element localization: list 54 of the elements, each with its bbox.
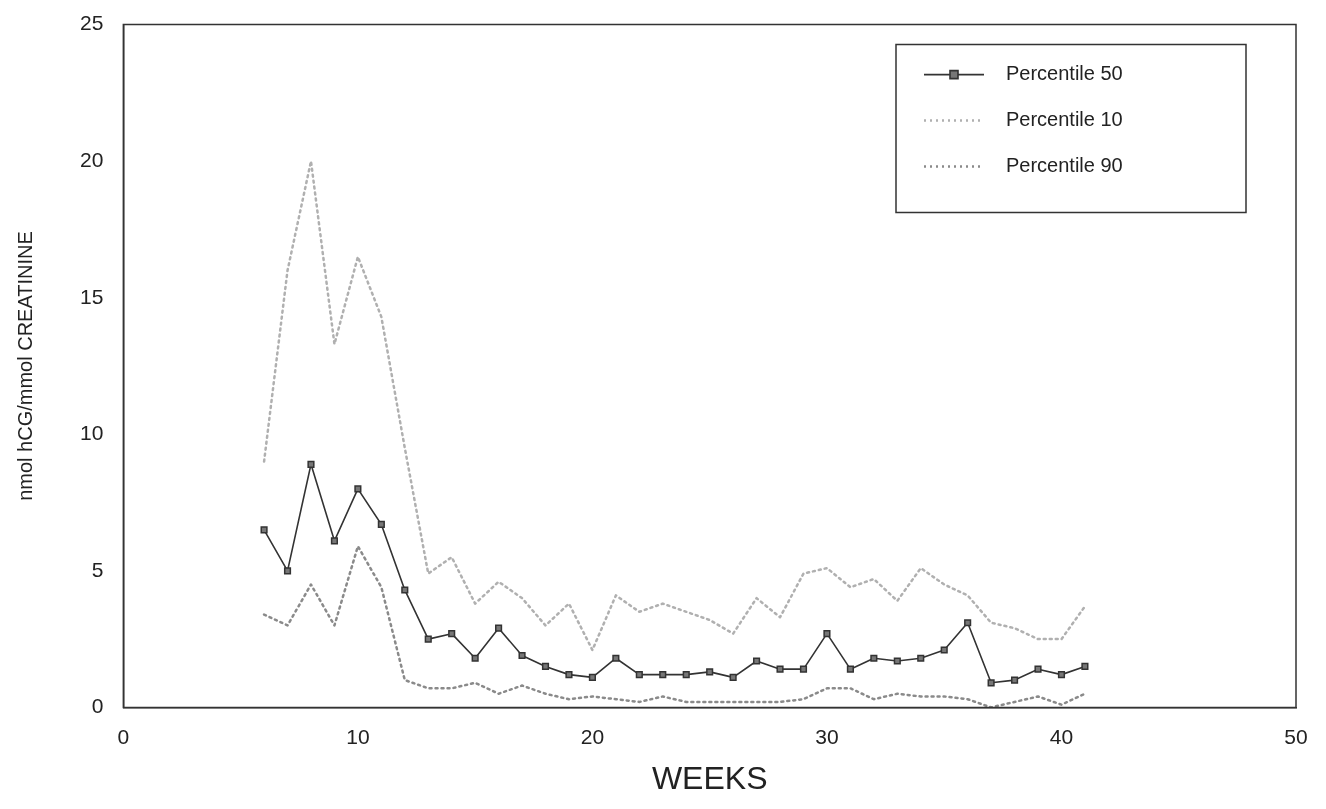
point <box>1057 671 1066 679</box>
point <box>870 654 878 662</box>
point <box>518 651 526 660</box>
x-tick-label: 30 <box>815 724 839 748</box>
point <box>964 619 972 627</box>
point <box>1081 662 1089 671</box>
point <box>260 526 268 534</box>
point <box>1010 676 1019 684</box>
x-tick-label: 40 <box>1049 724 1074 748</box>
y-tick-label: 25 <box>80 11 104 35</box>
point <box>307 460 315 468</box>
point <box>987 679 995 687</box>
point <box>283 567 292 575</box>
point <box>706 668 714 676</box>
x-tick-label: 50 <box>1284 724 1308 748</box>
y-axis-title: nmol hCG/mmol CREATININE <box>13 231 36 501</box>
x-tick-label: 20 <box>580 724 605 748</box>
point <box>377 520 385 528</box>
point <box>401 586 409 594</box>
point <box>354 485 362 493</box>
legend-label: Percentile 10 <box>1006 108 1123 131</box>
point <box>729 673 737 681</box>
point <box>753 657 761 665</box>
point <box>823 630 831 638</box>
legend-label: Percentile 50 <box>1006 62 1123 85</box>
point <box>940 646 948 654</box>
line-series <box>262 545 1087 708</box>
y-tick-label: 5 <box>91 557 104 581</box>
y-tick-label: 0 <box>91 694 104 718</box>
y-tick-label: 20 <box>80 147 104 171</box>
point <box>471 654 479 662</box>
point <box>917 654 925 662</box>
y-tick-label: 15 <box>80 284 104 308</box>
point <box>635 671 643 679</box>
x-axis-title: WEEKS <box>651 759 768 796</box>
point <box>893 657 901 665</box>
point <box>541 662 550 671</box>
legend-label: Percentile 90 <box>1006 154 1123 177</box>
x-tick-label: 0 <box>117 724 130 748</box>
point <box>846 665 854 673</box>
point <box>799 665 808 673</box>
point <box>612 654 620 662</box>
point <box>565 671 573 679</box>
point <box>682 671 690 679</box>
point <box>330 537 339 545</box>
x-tick-label: 10 <box>346 724 370 748</box>
point <box>448 630 456 638</box>
point <box>1034 665 1042 673</box>
point <box>588 673 596 681</box>
point <box>659 671 667 679</box>
y-tick-label: 10 <box>80 421 104 445</box>
point <box>776 665 784 673</box>
point <box>495 624 503 632</box>
point <box>424 635 432 643</box>
